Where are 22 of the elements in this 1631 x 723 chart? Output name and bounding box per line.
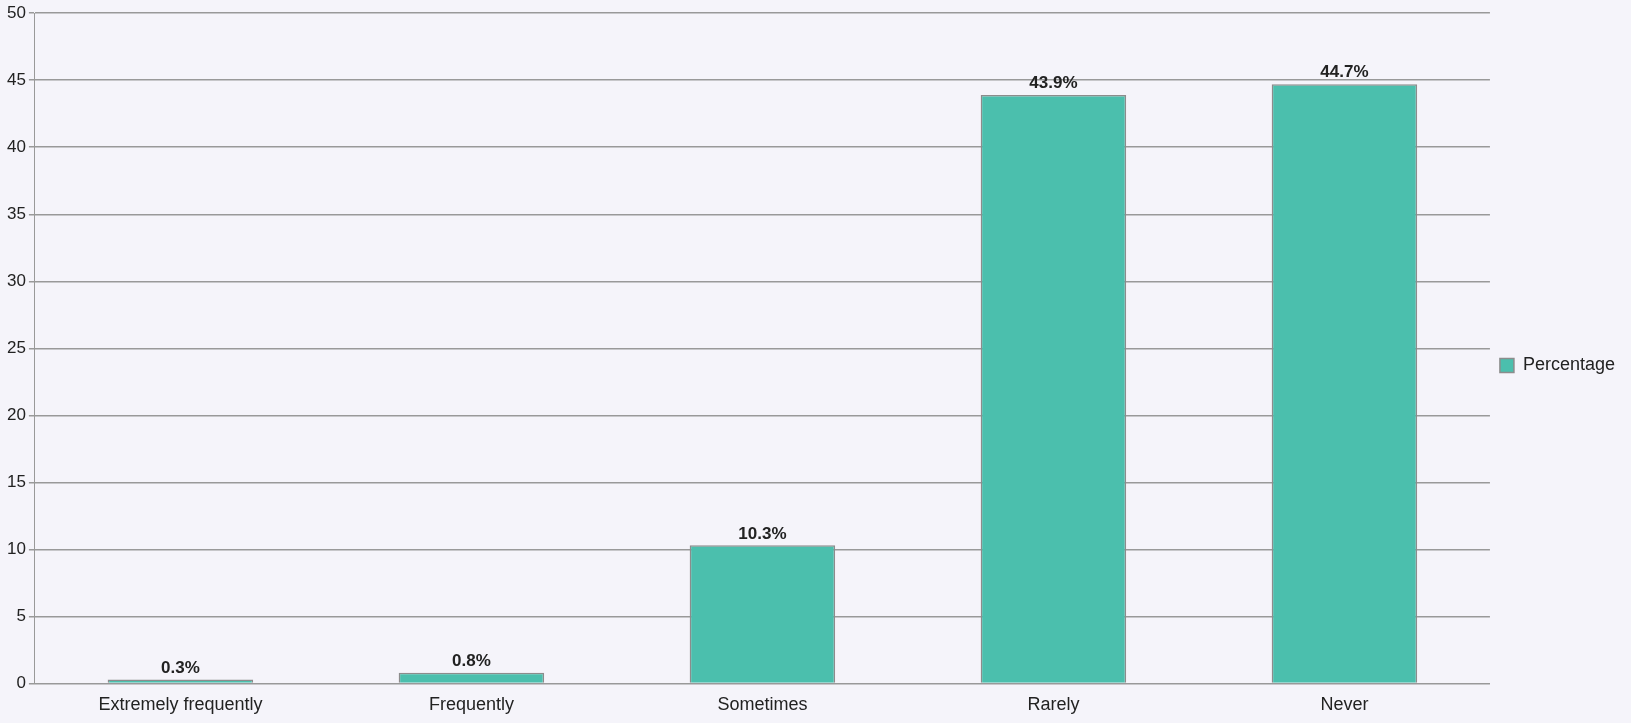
y-tick-label: 35 [6, 203, 26, 223]
data-label: 43.9% [1029, 73, 1078, 93]
y-tick-label: 25 [6, 337, 26, 357]
y-tick-label: 40 [6, 136, 26, 156]
y-tick-label: 10 [6, 539, 26, 559]
data-label: 0.3% [161, 657, 200, 677]
x-tick-label: Sometimes [717, 694, 808, 715]
y-tick-label: 15 [6, 472, 26, 492]
data-label: 10.3% [738, 523, 787, 543]
y-tick-label: 30 [6, 270, 26, 290]
legend-label: Percentage [1522, 354, 1616, 375]
data-label: 44.7% [1320, 62, 1369, 82]
y-tick-label: 50 [6, 2, 26, 22]
x-tick-label: Extremely frequently [98, 694, 263, 715]
y-tick-label: 45 [6, 69, 26, 89]
y-tick-label: 0 [16, 673, 26, 693]
y-tick-label: 20 [6, 405, 26, 425]
x-tick-label: Never [1320, 694, 1369, 715]
data-label: 0.8% [452, 650, 491, 670]
x-tick-label: Rarely [1027, 694, 1080, 715]
x-tick-label: Frequently [428, 694, 514, 715]
y-tick-label: 5 [16, 606, 26, 626]
